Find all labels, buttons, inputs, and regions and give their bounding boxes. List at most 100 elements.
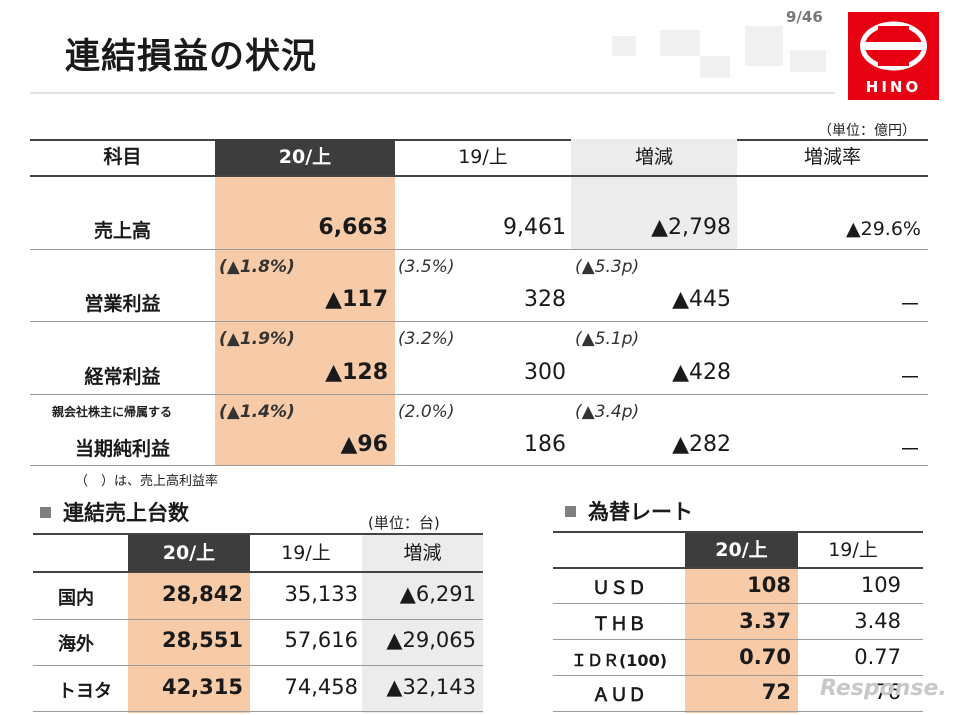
fx-row-label: ＵＳＤ [592,578,646,599]
decoration [700,56,730,78]
ord-profit-previous-ratio: (3.2%) [398,329,455,349]
decoration [790,50,826,72]
net-profit-previous: 186 [524,432,566,457]
op-profit-previous-ratio: (3.5%) [398,257,455,277]
row-divider [30,394,928,395]
units-diff-value: ▲32,143 [386,675,476,699]
units-row-label: 国内 [58,588,94,609]
units-row-label: トヨタ [58,681,112,702]
fx-previous-value: 3.48 [854,609,901,633]
op-profit-diff-ratio: (▲5.3p) [575,257,640,277]
hino-emblem-icon [860,21,927,71]
units-header-current: 20/上 [128,535,250,571]
row-label-sales: 売上高 [93,220,151,242]
units-previous-value: 57,616 [284,628,358,652]
op-profit-diff: ▲445 [672,287,731,312]
fx-table-top-border [553,531,923,533]
fx-row-divider [553,639,923,640]
hino-logo: HINO [848,12,939,100]
units-header-diff: 増減 [362,535,483,571]
sales-rate: ▲29.6% [846,218,921,240]
current-period-column-highlight [215,175,395,465]
net-profit-diff: ▲282 [672,432,731,457]
header-bottom-border [30,175,928,177]
table-bottom-border [30,465,928,466]
units-row-divider [33,619,483,620]
net-profit-current: ▲96 [340,432,388,457]
units-section-title: 連結売上台数 [40,497,189,527]
unit-label: （単位：億円） [818,123,916,139]
fx-current-value: 108 [747,573,791,597]
decoration [745,26,783,66]
units-title-text: 連結売上台数 [63,501,189,525]
sales-previous: 9,461 [503,215,566,240]
units-row-divider [33,665,483,666]
ratio-note: （ ）は、売上高利益率 [75,474,219,489]
units-diff-shade [362,573,483,713]
fx-row-label: ＩＤＲ(100) [570,651,668,670]
ord-profit-rate: － [898,366,921,391]
fx-row-divider [553,675,923,676]
header-current: 20/上 [215,139,395,175]
units-previous-value: 74,458 [284,675,358,699]
header-rate: 増減率 [803,146,861,168]
header-item: 科目 [103,146,142,168]
row-label-operating-profit: 営業利益 [84,293,161,315]
row-label-net-profit: 当期純利益 [74,438,170,460]
sales-current: 6,663 [318,215,388,240]
ord-profit-previous: 300 [524,360,566,385]
fx-current-highlight [685,569,798,713]
units-previous-value: 35,133 [284,582,358,606]
units-header-border [33,571,483,573]
fx-previous-value: 0.77 [854,645,901,669]
watermark: Response. [820,676,947,701]
fx-current-value: 3.37 [739,609,791,633]
page-title: 連結損益の状況 [65,37,318,77]
units-current-value: 28,551 [161,628,243,652]
sales-diff: ▲2,798 [651,215,731,240]
ord-profit-current-ratio: (▲1.9%) [219,329,295,349]
fx-header-current: 20/上 [685,533,798,567]
units-row-label: 海外 [58,634,94,655]
fx-row-label: ＡＵＤ [592,685,646,706]
units-current-value: 42,315 [161,675,243,699]
fx-table-bottom-border [553,711,923,712]
fx-previous-value: 109 [860,573,901,597]
page-number: 9/46 [786,8,823,26]
fx-row-divider [553,603,923,604]
fx-header-previous: 19/上 [828,539,878,561]
fx-current-value: 0.70 [739,645,791,669]
bullet-square-icon [565,506,576,517]
units-diff-value: ▲29,065 [386,628,476,652]
net-profit-previous-ratio: (2.0%) [398,402,455,422]
ord-profit-diff: ▲428 [672,360,731,385]
row-label-prefix: 親会社株主に帰属する [52,405,173,419]
ord-profit-current: ▲128 [325,360,388,385]
net-profit-rate: － [898,438,921,463]
op-profit-current-ratio: (▲1.8%) [219,257,295,277]
decoration [660,30,700,56]
fx-current-value: 72 [761,680,791,704]
units-table-bottom-border [33,711,483,712]
units-header-previous: 19/上 [281,542,331,564]
units-diff-value: ▲6,291 [399,582,476,606]
fx-row-label: ＴＨＢ [592,614,646,635]
ord-profit-diff-ratio: (▲5.1p) [575,329,640,349]
fx-previous-value: 76 [874,680,901,704]
logo-text: HINO [865,78,922,96]
units-table-top-border [33,533,483,535]
row-divider [30,321,928,322]
op-profit-rate: － [898,293,921,318]
op-profit-current: ▲117 [325,287,388,312]
units-current-highlight [128,573,250,713]
title-underline [30,92,835,94]
header-previous: 19/上 [458,146,508,168]
net-profit-current-ratio: (▲1.4%) [219,402,295,422]
fx-title-text: 為替レート [588,500,693,524]
row-label-ordinary-profit: 経常利益 [84,366,161,388]
bullet-square-icon [40,507,51,518]
units-unit-label: (単位：台) [368,514,440,532]
fx-section-title: 為替レート [565,496,693,526]
fx-header-border [553,567,923,569]
op-profit-previous: 328 [524,287,566,312]
